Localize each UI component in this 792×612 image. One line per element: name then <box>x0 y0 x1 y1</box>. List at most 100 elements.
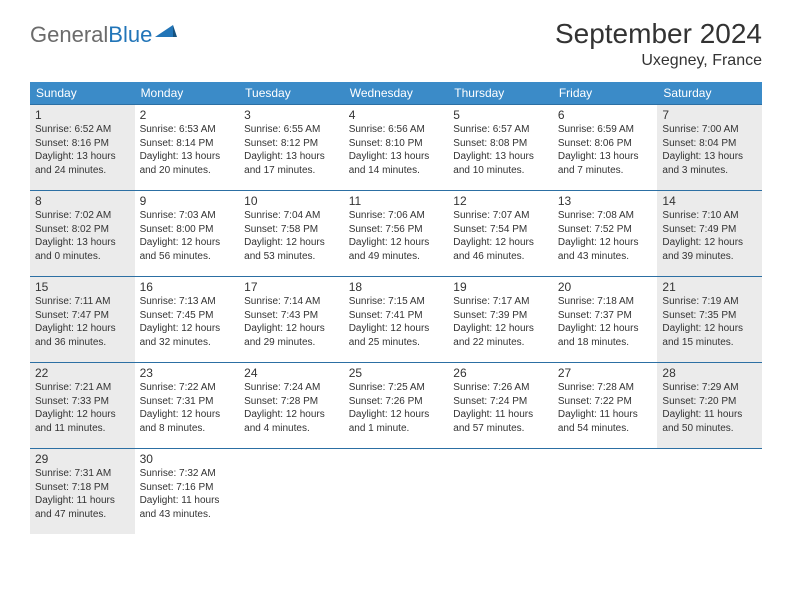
day-info: Sunrise: 7:02 AMSunset: 8:02 PMDaylight:… <box>35 209 130 263</box>
day-sunrise: Sunrise: 7:29 AM <box>662 381 757 395</box>
day-daylight2: and 25 minutes. <box>349 336 444 350</box>
day-sunrise: Sunrise: 7:17 AM <box>453 295 548 309</box>
day-header: Saturday <box>657 82 762 104</box>
day-sunset: Sunset: 7:26 PM <box>349 395 444 409</box>
day-daylight1: Daylight: 12 hours <box>244 322 339 336</box>
day-info: Sunrise: 7:11 AMSunset: 7:47 PMDaylight:… <box>35 295 130 349</box>
day-sunrise: Sunrise: 7:11 AM <box>35 295 130 309</box>
day-sunset: Sunset: 8:12 PM <box>244 137 339 151</box>
day-number: 19 <box>453 280 548 294</box>
day-sunrise: Sunrise: 7:04 AM <box>244 209 339 223</box>
calendar-grid: SundayMondayTuesdayWednesdayThursdayFrid… <box>30 82 762 534</box>
day-daylight1: Daylight: 12 hours <box>662 236 757 250</box>
day-daylight2: and 49 minutes. <box>349 250 444 264</box>
day-number: 21 <box>662 280 757 294</box>
day-daylight2: and 0 minutes. <box>35 250 130 264</box>
day-sunset: Sunset: 8:00 PM <box>140 223 235 237</box>
day-info: Sunrise: 7:04 AMSunset: 7:58 PMDaylight:… <box>244 209 339 263</box>
day-number: 17 <box>244 280 339 294</box>
day-number: 3 <box>244 108 339 122</box>
day-cell: 1Sunrise: 6:52 AMSunset: 8:16 PMDaylight… <box>30 104 135 190</box>
day-daylight1: Daylight: 12 hours <box>453 322 548 336</box>
day-sunrise: Sunrise: 6:53 AM <box>140 123 235 137</box>
day-cell: 17Sunrise: 7:14 AMSunset: 7:43 PMDayligh… <box>239 276 344 362</box>
logo-text-general: General <box>30 22 108 47</box>
logo-text-blue: Blue <box>108 22 152 47</box>
day-number: 9 <box>140 194 235 208</box>
day-sunrise: Sunrise: 6:56 AM <box>349 123 444 137</box>
day-number: 25 <box>349 366 444 380</box>
day-info: Sunrise: 7:08 AMSunset: 7:52 PMDaylight:… <box>558 209 653 263</box>
day-info: Sunrise: 7:31 AMSunset: 7:18 PMDaylight:… <box>35 467 130 521</box>
day-sunset: Sunset: 7:58 PM <box>244 223 339 237</box>
day-info: Sunrise: 6:59 AMSunset: 8:06 PMDaylight:… <box>558 123 653 177</box>
day-number: 15 <box>35 280 130 294</box>
logo-triangle-icon <box>155 23 177 44</box>
day-daylight2: and 3 minutes. <box>662 164 757 178</box>
day-sunset: Sunset: 7:47 PM <box>35 309 130 323</box>
day-sunset: Sunset: 7:52 PM <box>558 223 653 237</box>
day-number: 1 <box>35 108 130 122</box>
day-sunrise: Sunrise: 7:02 AM <box>35 209 130 223</box>
day-sunrise: Sunrise: 7:21 AM <box>35 381 130 395</box>
day-number: 10 <box>244 194 339 208</box>
day-cell: 14Sunrise: 7:10 AMSunset: 7:49 PMDayligh… <box>657 190 762 276</box>
day-sunset: Sunset: 8:14 PM <box>140 137 235 151</box>
month-title: September 2024 <box>555 18 762 50</box>
day-cell: 30Sunrise: 7:32 AMSunset: 7:16 PMDayligh… <box>135 448 240 534</box>
day-daylight1: Daylight: 11 hours <box>662 408 757 422</box>
day-number: 2 <box>140 108 235 122</box>
day-sunset: Sunset: 7:49 PM <box>662 223 757 237</box>
day-sunset: Sunset: 7:16 PM <box>140 481 235 495</box>
day-daylight1: Daylight: 12 hours <box>140 408 235 422</box>
day-info: Sunrise: 7:17 AMSunset: 7:39 PMDaylight:… <box>453 295 548 349</box>
day-number: 5 <box>453 108 548 122</box>
day-cell: 18Sunrise: 7:15 AMSunset: 7:41 PMDayligh… <box>344 276 449 362</box>
day-number: 14 <box>662 194 757 208</box>
day-sunset: Sunset: 7:37 PM <box>558 309 653 323</box>
day-number: 28 <box>662 366 757 380</box>
day-sunset: Sunset: 7:31 PM <box>140 395 235 409</box>
day-number: 6 <box>558 108 653 122</box>
day-cell: 9Sunrise: 7:03 AMSunset: 8:00 PMDaylight… <box>135 190 240 276</box>
day-info: Sunrise: 7:00 AMSunset: 8:04 PMDaylight:… <box>662 123 757 177</box>
day-info: Sunrise: 7:28 AMSunset: 7:22 PMDaylight:… <box>558 381 653 435</box>
day-daylight2: and 11 minutes. <box>35 422 130 436</box>
day-sunset: Sunset: 7:41 PM <box>349 309 444 323</box>
day-sunset: Sunset: 7:20 PM <box>662 395 757 409</box>
day-cell: 4Sunrise: 6:56 AMSunset: 8:10 PMDaylight… <box>344 104 449 190</box>
day-sunrise: Sunrise: 7:14 AM <box>244 295 339 309</box>
day-sunset: Sunset: 8:04 PM <box>662 137 757 151</box>
day-info: Sunrise: 7:13 AMSunset: 7:45 PMDaylight:… <box>140 295 235 349</box>
day-info: Sunrise: 7:21 AMSunset: 7:33 PMDaylight:… <box>35 381 130 435</box>
day-number: 30 <box>140 452 235 466</box>
day-cell: 12Sunrise: 7:07 AMSunset: 7:54 PMDayligh… <box>448 190 553 276</box>
title-block: September 2024 Uxegney, France <box>555 18 762 70</box>
day-number: 26 <box>453 366 548 380</box>
day-info: Sunrise: 6:56 AMSunset: 8:10 PMDaylight:… <box>349 123 444 177</box>
day-cell: 7Sunrise: 7:00 AMSunset: 8:04 PMDaylight… <box>657 104 762 190</box>
day-info: Sunrise: 6:53 AMSunset: 8:14 PMDaylight:… <box>140 123 235 177</box>
day-daylight1: Daylight: 11 hours <box>140 494 235 508</box>
day-number: 4 <box>349 108 444 122</box>
day-sunrise: Sunrise: 6:57 AM <box>453 123 548 137</box>
day-daylight1: Daylight: 12 hours <box>140 236 235 250</box>
day-daylight2: and 7 minutes. <box>558 164 653 178</box>
day-sunset: Sunset: 7:22 PM <box>558 395 653 409</box>
day-info: Sunrise: 7:15 AMSunset: 7:41 PMDaylight:… <box>349 295 444 349</box>
day-sunset: Sunset: 7:33 PM <box>35 395 130 409</box>
page-header: GeneralBlue September 2024 Uxegney, Fran… <box>30 18 762 70</box>
day-cell: 19Sunrise: 7:17 AMSunset: 7:39 PMDayligh… <box>448 276 553 362</box>
day-daylight2: and 18 minutes. <box>558 336 653 350</box>
day-sunset: Sunset: 7:28 PM <box>244 395 339 409</box>
empty-cell <box>239 448 344 534</box>
day-number: 24 <box>244 366 339 380</box>
day-header: Monday <box>135 82 240 104</box>
day-sunrise: Sunrise: 7:22 AM <box>140 381 235 395</box>
day-daylight1: Daylight: 12 hours <box>662 322 757 336</box>
day-daylight2: and 8 minutes. <box>140 422 235 436</box>
day-sunset: Sunset: 8:16 PM <box>35 137 130 151</box>
day-daylight2: and 1 minute. <box>349 422 444 436</box>
day-info: Sunrise: 7:22 AMSunset: 7:31 PMDaylight:… <box>140 381 235 435</box>
day-sunset: Sunset: 7:35 PM <box>662 309 757 323</box>
